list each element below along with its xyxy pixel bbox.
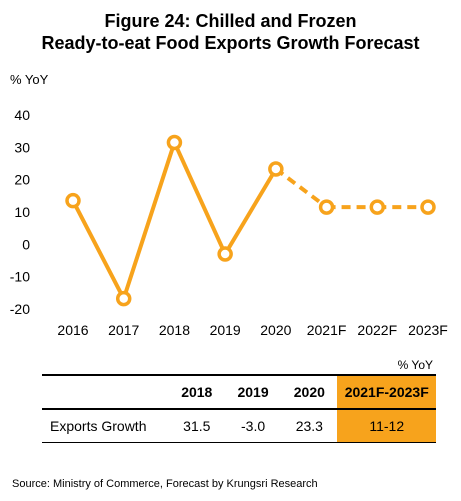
x-tick-label: 2018	[159, 322, 190, 338]
data-point-marker	[318, 199, 335, 215]
table-row-label: Exports Growth	[42, 409, 169, 443]
table-header-2020: 2020	[281, 374, 338, 410]
table-cell-2019: -3.0	[224, 409, 282, 443]
x-tick-label: 2017	[108, 322, 139, 338]
table-cell-forecast: 11-12	[337, 409, 436, 443]
x-tick-label: 2016	[57, 322, 88, 338]
y-tick-label: 30	[14, 139, 30, 155]
y-tick-label: 40	[14, 107, 30, 123]
table-cell-2020: 23.3	[281, 409, 338, 443]
y-tick-label: 20	[14, 172, 30, 188]
table-cell-2018: 31.5	[168, 409, 225, 443]
x-tick-label: 2022F	[357, 322, 397, 338]
y-tick-label: -10	[10, 269, 30, 285]
table-header-blank	[42, 374, 169, 410]
data-table: 2018 2019 2020 2021F-2023F Exports Growt…	[42, 374, 436, 443]
data-point-marker	[268, 161, 284, 177]
x-tick-label: 2023F	[408, 322, 448, 338]
source-note: Source: Ministry of Commerce, Forecast b…	[12, 478, 318, 490]
table-row: Exports Growth 31.5 -3.0 23.3 11-12	[42, 409, 436, 443]
data-point-marker	[369, 199, 386, 215]
data-point-marker	[166, 134, 183, 151]
data-point-marker	[115, 290, 132, 307]
chart-title-line-2: Ready-to-eat Food Exports Growth Forecas…	[41, 33, 420, 53]
forecast-line-segment	[274, 167, 328, 209]
chart-title-line-1: Figure 24: Chilled and Frozen	[104, 11, 357, 31]
table-header-2019: 2019	[224, 374, 282, 410]
x-tick-label: 2020	[260, 322, 291, 338]
data-point-marker	[420, 199, 436, 215]
y-tick-label: 0	[22, 236, 30, 252]
line-chart: 40 30 20 10 0 -10 -20 2016 2017 2018 2019 2020 2021F…	[10, 107, 448, 338]
table-header-row: 2018 2019 2020 2021F-2023F	[42, 374, 436, 410]
table-header-forecast: 2021F-2023F	[337, 374, 436, 410]
series-line-segment	[71, 198, 126, 301]
data-point-marker	[65, 192, 81, 209]
x-tick-label: 2019	[210, 322, 241, 338]
x-tick-label: 2021F	[307, 322, 347, 338]
series-line-segment	[223, 166, 278, 257]
data-point-marker	[217, 246, 233, 262]
table-header-2018: 2018	[168, 374, 225, 410]
series-line-segment	[121, 140, 177, 301]
table-unit: % YoY	[397, 358, 433, 372]
series-line-segment	[172, 140, 228, 257]
y-tick-label: 10	[14, 204, 30, 220]
y-tick-label: -20	[10, 301, 30, 317]
y-axis-label: % YoY	[10, 72, 49, 87]
